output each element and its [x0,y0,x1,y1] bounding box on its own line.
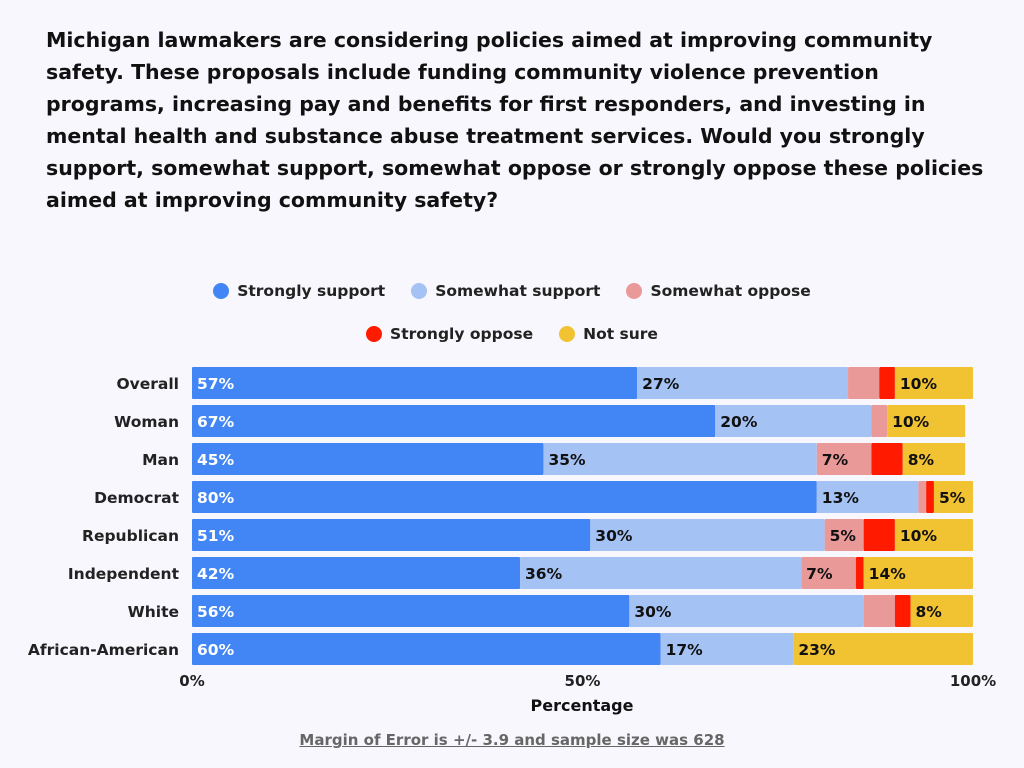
bar-segment [855,557,864,589]
footnote: Margin of Error is +/- 3.9 and sample si… [299,731,725,749]
data-label: 51% [197,527,235,545]
data-label: 30% [595,527,633,545]
legend-swatch [366,326,383,342]
data-label: 20% [720,413,758,431]
data-label: 7% [806,565,833,583]
bar-segment [910,595,973,627]
data-label: 14% [869,565,907,583]
bar-segment [816,443,872,475]
bar-segment [793,633,973,665]
legend-item: Somewhat support [411,282,600,300]
bar-segment [590,519,825,551]
legend-label: Not sure [583,325,658,343]
legend-item: Somewhat oppose [626,282,811,300]
data-label: 45% [197,451,235,469]
data-label: 67% [197,413,235,431]
data-label: 27% [642,375,680,393]
legend-swatch [411,283,428,299]
x-tick-label: 0% [179,672,204,690]
data-label: 56% [197,603,235,621]
data-label: 80% [197,489,235,507]
bar-segment [637,367,849,399]
data-label: 17% [666,641,704,659]
legend-row-1: Strongly support Somewhat support Somewh… [0,282,1024,300]
category-label: Democrat [94,489,179,507]
category-label: Overall [116,375,179,393]
bar-segment [902,443,966,475]
legend-item: Not sure [559,325,658,343]
bar-segment [894,595,911,627]
bar-segment [863,557,973,589]
data-label: 10% [892,413,930,431]
bar-segment [192,367,638,399]
bar-segment [824,519,864,551]
bar-segment [192,405,716,437]
data-label: 5% [939,489,966,507]
bar-segment [192,481,817,513]
chart-title: Michigan lawmakers are considering polic… [46,28,984,212]
category-label: Woman [114,413,179,431]
bar-segment [926,481,934,513]
legend-item: Strongly support [213,282,385,300]
data-label: 36% [525,565,563,583]
bar-segment [715,405,872,437]
data-label: 8% [908,451,935,469]
data-label: 10% [900,375,938,393]
data-label: 30% [634,603,672,621]
bar-segment [192,633,661,665]
bar-segment [871,405,888,437]
bar-segment [887,405,966,437]
x-axis-label: Percentage [530,696,634,715]
category-label: Independent [68,565,180,583]
bar-segment [863,519,895,551]
bar-segment [192,443,544,475]
bar-segment [816,481,919,513]
x-tick-label: 100% [950,672,996,690]
data-label: 42% [197,565,235,583]
category-label: White [128,603,179,621]
data-label: 10% [900,527,938,545]
bar-segment [894,519,973,551]
data-label: 23% [798,641,836,659]
bar-segment [879,367,895,399]
data-label: 7% [822,451,849,469]
data-label: 35% [548,451,586,469]
data-label: 60% [197,641,235,659]
bar-segment [801,557,856,589]
bar-segment [933,481,973,513]
legend-label: Strongly support [237,282,386,300]
bar-segment [543,443,817,475]
bar-segment [871,443,903,475]
category-label: Republican [82,527,179,545]
data-label: 8% [916,603,943,621]
legend-swatch [559,326,576,342]
bar-segment [192,595,630,627]
x-tick-label: 50% [565,672,601,690]
bar-segment [660,633,794,665]
legend-swatch [213,283,230,299]
bar-segment [918,481,927,513]
legend-label: Somewhat support [435,282,601,300]
bar-segment [863,595,895,627]
legend-row-2: Strongly oppose Not sure [0,325,1024,343]
bar-segment [629,595,864,627]
bar-segment [192,519,591,551]
legend-swatch [626,283,643,299]
legend-label: Somewhat oppose [650,282,811,300]
legend-label: Strongly oppose [390,325,534,343]
category-label: African-American [28,641,179,659]
data-label: 5% [830,527,857,545]
data-label: 57% [197,375,235,393]
legend-item: Strongly oppose [366,325,533,343]
bar-segment [520,557,802,589]
bar-segment [894,367,973,399]
category-label: Man [142,451,179,469]
bar-segment [192,557,521,589]
bar-segment [848,367,880,399]
data-label: 13% [822,489,860,507]
